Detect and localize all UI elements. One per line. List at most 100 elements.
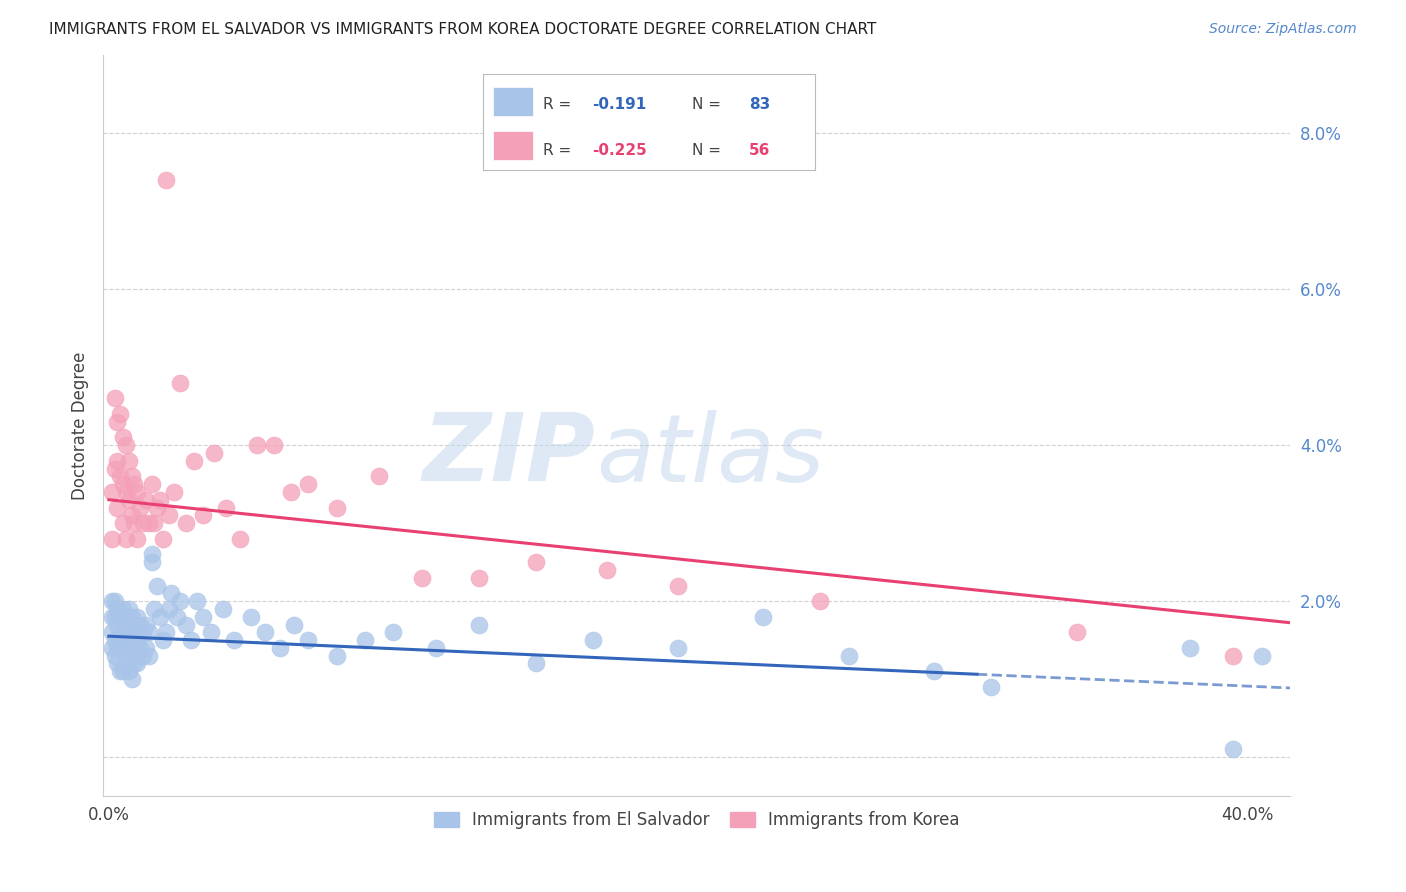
Point [115, 625, 138, 640]
Text: IMMIGRANTS FROM EL SALVADOR VS IMMIGRANTS FROM KOREA DOCTORATE DEGREE CORRELATIO: IMMIGRANTS FROM EL SALVADOR VS IMMIGRANT… [49, 22, 876, 37]
Point [283, 617, 305, 632]
Point [382, 625, 405, 640]
Point [174, 516, 197, 530]
Point [325, 648, 347, 663]
Point [112, 602, 135, 616]
Point [112, 625, 135, 640]
Point [169, 594, 191, 608]
Point [108, 665, 131, 679]
Point [155, 625, 177, 640]
Point [105, 602, 128, 616]
Text: Source: ZipAtlas.com: Source: ZipAtlas.com [1209, 22, 1357, 37]
Point [524, 657, 547, 671]
Point [211, 602, 233, 616]
Point [103, 609, 125, 624]
Point [149, 492, 172, 507]
Point [138, 625, 160, 640]
Point [838, 648, 860, 663]
Point [280, 484, 302, 499]
Point [127, 609, 149, 624]
Point [100, 640, 122, 655]
Legend: Immigrants from El Salvador, Immigrants from Korea: Immigrants from El Salvador, Immigrants … [427, 805, 966, 836]
Point [103, 633, 125, 648]
Point [112, 477, 135, 491]
Point [200, 625, 222, 640]
Point [103, 648, 125, 663]
Point [214, 500, 236, 515]
Point [118, 453, 141, 467]
Point [103, 461, 125, 475]
Point [121, 625, 143, 640]
Point [191, 609, 214, 624]
Point [354, 633, 377, 648]
Point [103, 392, 125, 406]
Point [186, 594, 208, 608]
Point [297, 477, 319, 491]
Point [596, 563, 619, 577]
Point [810, 594, 832, 608]
Point [138, 516, 160, 530]
Point [246, 438, 269, 452]
Point [524, 555, 547, 569]
Point [100, 609, 122, 624]
Point [666, 578, 689, 592]
Point [229, 532, 252, 546]
Point [103, 594, 125, 608]
Point [121, 508, 143, 523]
Point [127, 633, 149, 648]
Point [752, 609, 775, 624]
Point [127, 657, 149, 671]
Point [100, 532, 122, 546]
Point [115, 609, 138, 624]
Point [121, 609, 143, 624]
Point [163, 484, 186, 499]
Point [129, 640, 152, 655]
Point [174, 617, 197, 632]
Point [169, 376, 191, 390]
Point [146, 578, 169, 592]
Point [121, 469, 143, 483]
Point [980, 680, 1002, 694]
Y-axis label: Doctorate Degree: Doctorate Degree [72, 351, 89, 500]
Point [155, 173, 177, 187]
Point [115, 640, 138, 655]
Point [143, 602, 166, 616]
Point [143, 516, 166, 530]
Point [269, 640, 291, 655]
Point [180, 633, 202, 648]
Point [1250, 648, 1272, 663]
Point [108, 633, 131, 648]
Point [325, 500, 347, 515]
Point [132, 625, 155, 640]
Point [100, 594, 122, 608]
Point [118, 602, 141, 616]
Point [100, 625, 122, 640]
Point [115, 438, 138, 452]
Point [1066, 625, 1088, 640]
Point [118, 665, 141, 679]
Point [138, 648, 160, 663]
Point [160, 586, 183, 600]
Point [1222, 648, 1244, 663]
Point [135, 617, 157, 632]
Text: ZIP: ZIP [423, 409, 596, 501]
Point [297, 633, 319, 648]
Point [118, 625, 141, 640]
Point [108, 407, 131, 421]
Point [129, 617, 152, 632]
Point [105, 657, 128, 671]
Point [124, 477, 146, 491]
Point [127, 484, 149, 499]
Point [149, 609, 172, 624]
Point [132, 648, 155, 663]
Point [100, 484, 122, 499]
Point [254, 625, 277, 640]
Point [121, 672, 143, 686]
Point [202, 446, 225, 460]
Point [368, 469, 391, 483]
Point [141, 547, 163, 561]
Point [115, 532, 138, 546]
Point [118, 640, 141, 655]
Point [108, 469, 131, 483]
Text: atlas: atlas [596, 409, 824, 500]
